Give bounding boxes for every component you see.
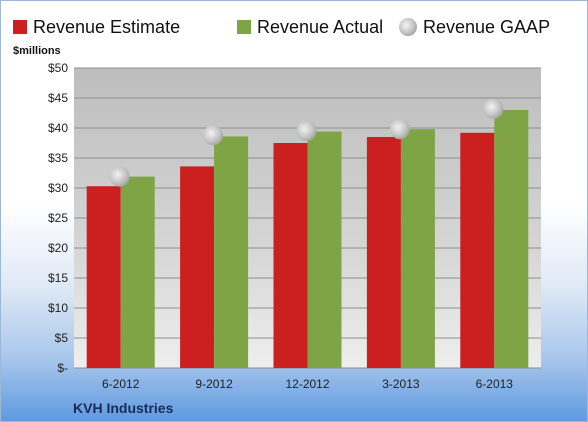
y-tick-label: $5 (55, 331, 69, 345)
company-name: KVH Industries (73, 400, 174, 416)
x-axis-ticks: 6-2012 9-2012 12-2012 3-2013 6-2013 (102, 377, 513, 391)
bar-revenue-estimate-6-2012 (86, 186, 121, 368)
legend-swatch-revenue-estimate (13, 20, 27, 34)
bars (86, 110, 529, 368)
y-tick-label: $- (57, 361, 68, 375)
marker-revenue-gaap-12-2012 (296, 121, 317, 141)
legend-label-revenue-estimate: Revenue Estimate (33, 17, 180, 37)
y-tick-label: $20 (48, 241, 68, 255)
y-axis-unit-label: $millions (13, 45, 61, 57)
y-tick-label: $10 (48, 301, 68, 315)
bar-revenue-actual-12-2012 (307, 131, 342, 368)
marker-revenue-gaap-9-2012 (203, 125, 224, 146)
x-tick-label: 12-2012 (285, 377, 329, 391)
legend-label-revenue-actual: Revenue Actual (257, 17, 383, 37)
y-axis-ticks: $- $5 $10 $15 $20 $25 $30 $35 $40 $45 $50 (48, 61, 68, 375)
y-tick-label: $25 (48, 211, 68, 225)
bar-revenue-estimate-3-2013 (366, 137, 401, 368)
y-tick-label: $15 (48, 271, 68, 285)
bar-revenue-actual-6-2012 (120, 176, 155, 368)
y-tick-label: $50 (48, 61, 68, 75)
bar-revenue-actual-6-2013 (494, 110, 529, 368)
x-tick-label: 3-2013 (382, 377, 420, 391)
x-tick-label: 9-2012 (195, 377, 233, 391)
legend-marker-revenue-gaap (399, 18, 417, 36)
bar-revenue-actual-9-2012 (214, 136, 249, 368)
bar-revenue-estimate-6-2013 (460, 132, 495, 368)
y-tick-label: $35 (48, 151, 68, 165)
marker-revenue-gaap-6-2012 (109, 166, 130, 187)
bar-revenue-estimate-9-2012 (180, 166, 215, 368)
bar-revenue-actual-3-2013 (400, 129, 435, 368)
legend: Revenue Estimate Revenue Actual Revenue … (13, 17, 550, 37)
bar-revenue-estimate-12-2012 (273, 143, 308, 368)
y-tick-label: $40 (48, 121, 68, 135)
y-tick-label: $30 (48, 181, 68, 195)
legend-swatch-revenue-actual (237, 20, 251, 34)
marker-revenue-gaap-3-2013 (389, 119, 410, 140)
marker-revenue-gaap-6-2013 (483, 98, 504, 119)
gaap-markers (109, 98, 504, 187)
x-tick-label: 6-2013 (476, 377, 514, 391)
x-tick-label: 6-2012 (102, 377, 140, 391)
y-tick-label: $45 (48, 91, 68, 105)
legend-label-revenue-gaap: Revenue GAAP (423, 17, 550, 37)
